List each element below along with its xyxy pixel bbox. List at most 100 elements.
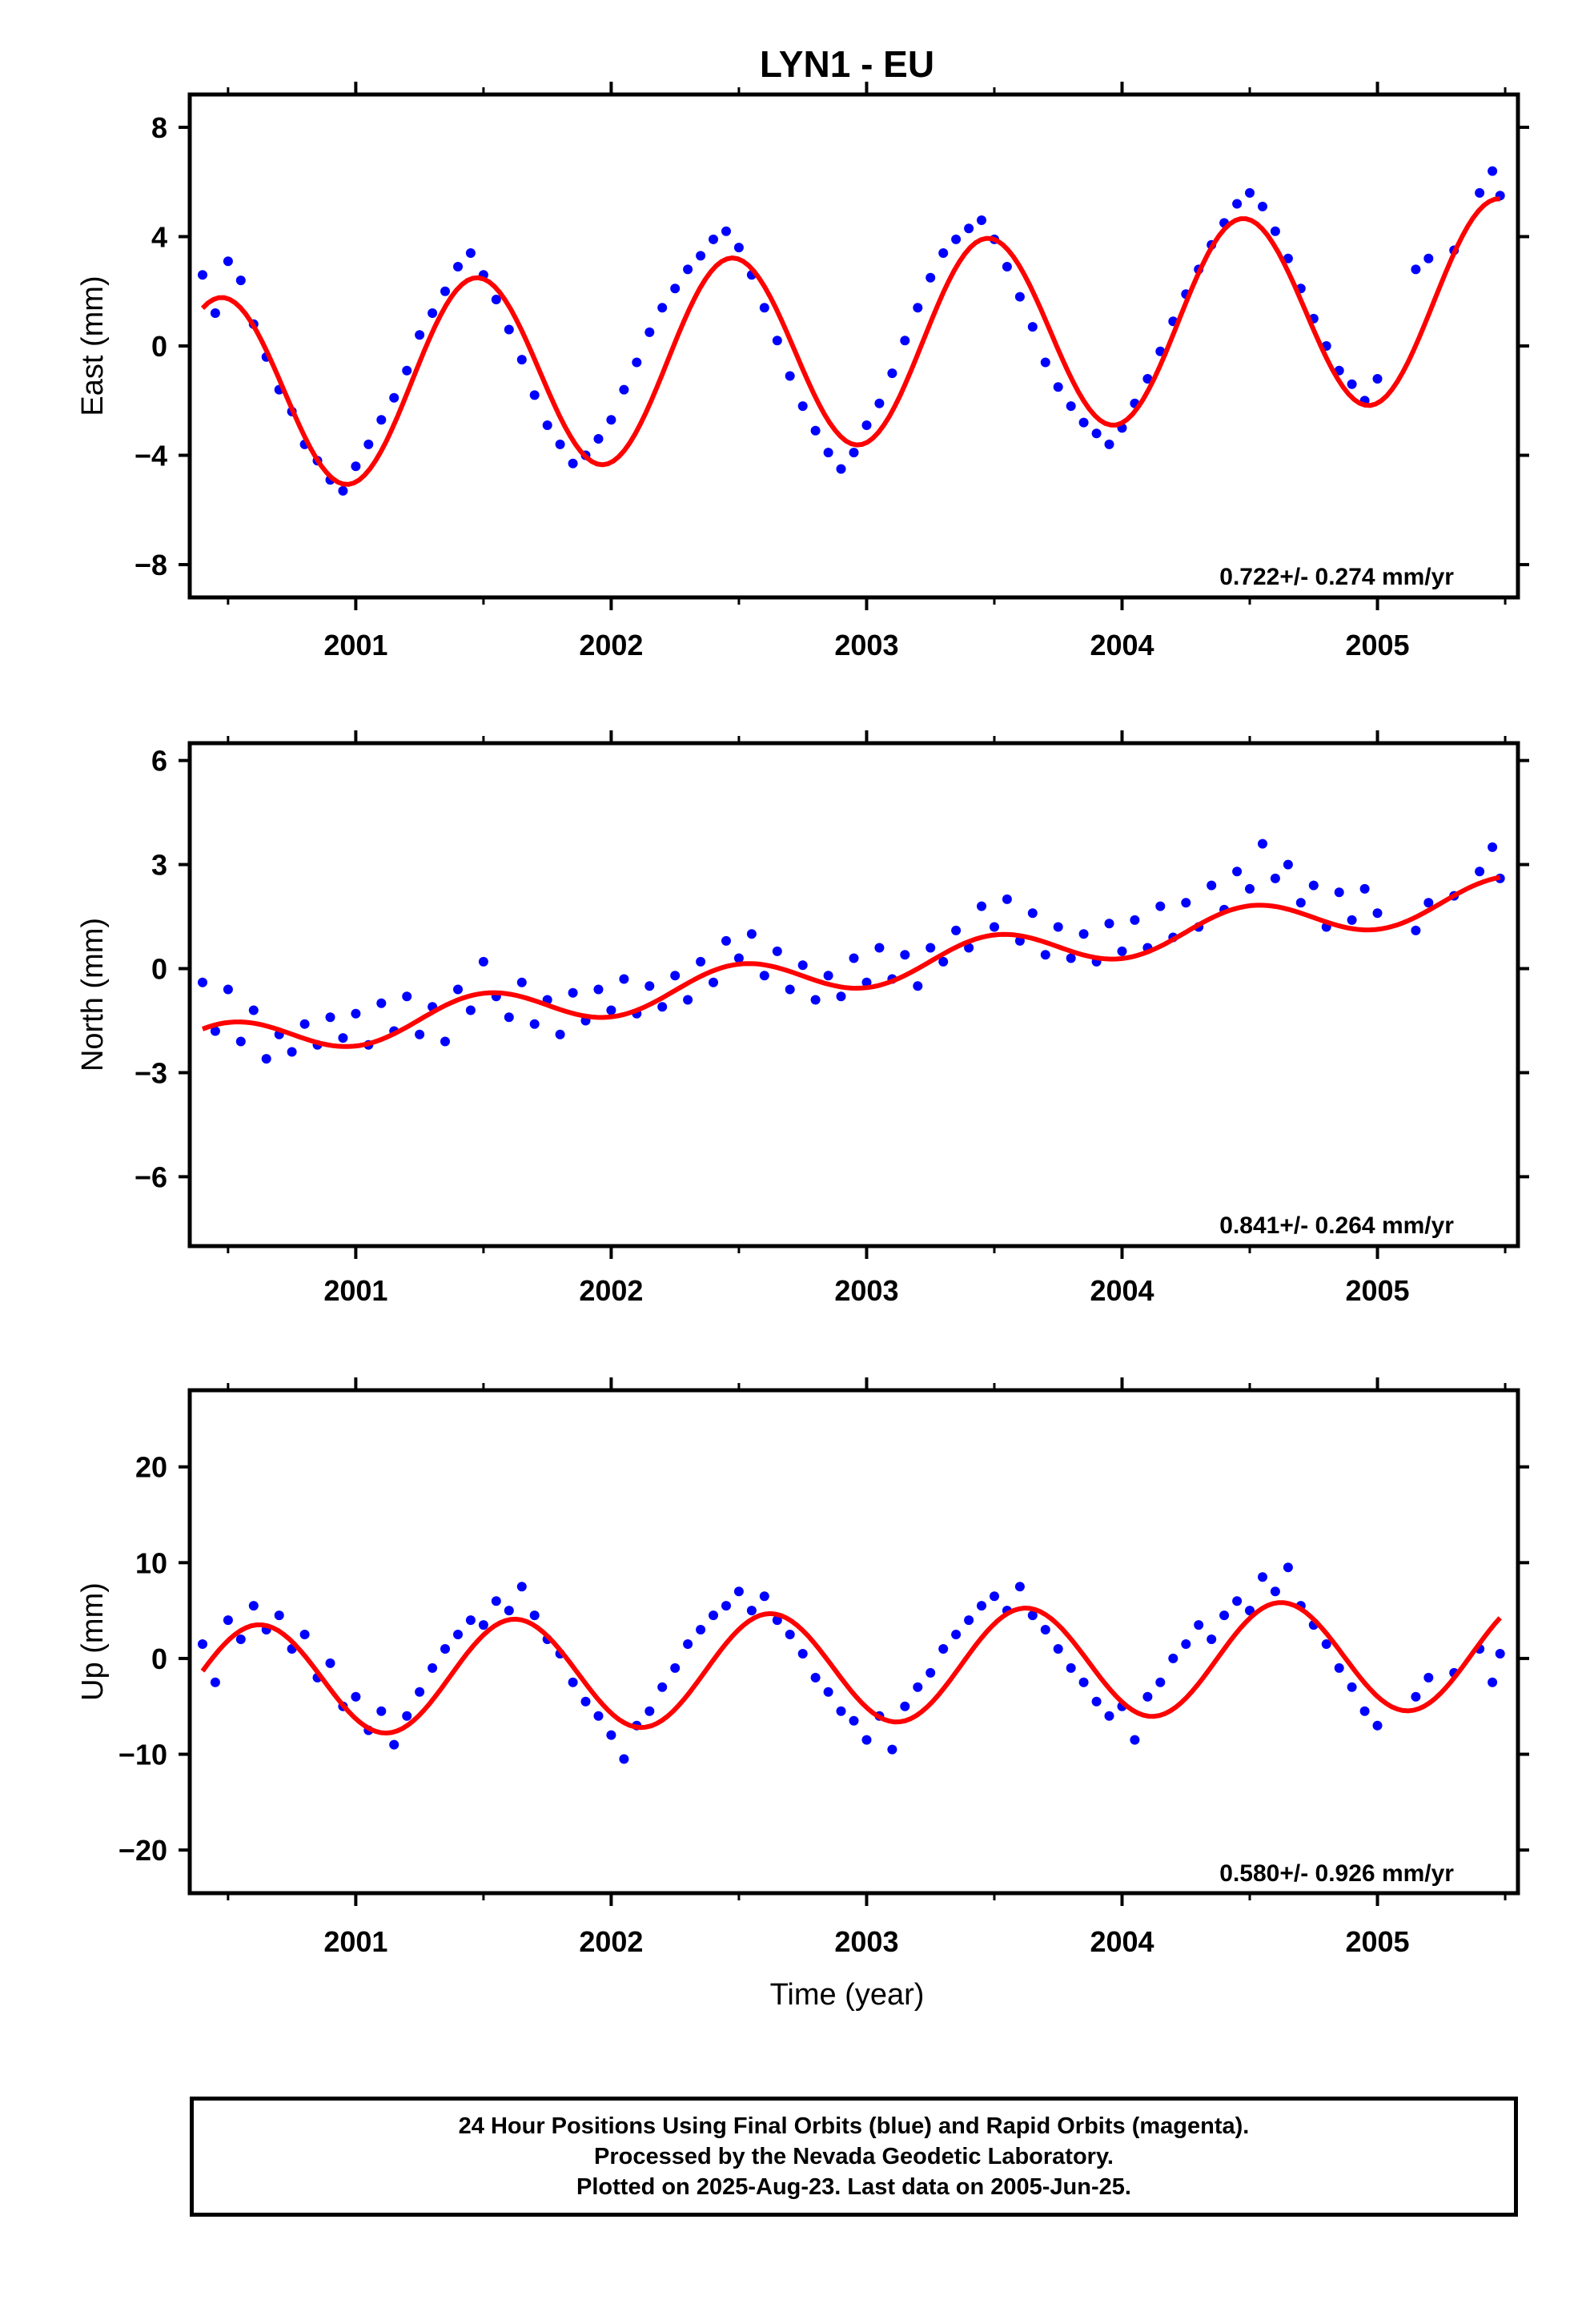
up-data-point: [1027, 1610, 1038, 1621]
north-data-point: [287, 1047, 297, 1057]
up-data-point: [759, 1591, 769, 1602]
up-data-point: [1053, 1644, 1063, 1654]
north-data-point: [670, 971, 681, 981]
east-x-tick-label: 2005: [1345, 629, 1409, 661]
east-data-point: [1053, 382, 1063, 392]
up-data-point: [248, 1601, 259, 1611]
east-data-point: [1423, 253, 1434, 263]
up-data-point: [478, 1620, 488, 1630]
up-x-tick-label: 2005: [1345, 1925, 1409, 1958]
north-data-point: [1155, 901, 1166, 911]
up-data-point: [913, 1682, 923, 1692]
caption-line-3: Plotted on 2025-Aug-23. Last data on 200…: [576, 2174, 1131, 2200]
north-data-point: [874, 943, 885, 953]
up-y-tick-label: 20: [135, 1451, 167, 1484]
north-data-point: [402, 991, 412, 1002]
up-data-point: [1321, 1639, 1331, 1649]
north-data-point: [210, 1026, 220, 1036]
north-data-point: [657, 1002, 668, 1012]
north-data-point: [913, 981, 923, 991]
north-data-point: [683, 995, 693, 1005]
east-data-point: [465, 248, 476, 258]
east-data-point: [657, 303, 668, 313]
north-x-tick-label: 2001: [323, 1274, 387, 1307]
north-data-point: [440, 1036, 450, 1047]
up-plot-frame: [187, 1388, 1520, 1896]
north-data-point: [516, 977, 527, 987]
north-data-point: [733, 953, 744, 963]
panel-north: −6 −3 0 3 6 2001 2002 2003 2004 2005 North (mm) 0.8…: [76, 730, 1529, 1307]
up-y-tick-label: 10: [135, 1546, 167, 1579]
north-data-point: [453, 984, 463, 995]
east-y-tick-label: −8: [135, 549, 167, 581]
east-y-tick-label: 8: [151, 111, 167, 144]
east-data-point: [223, 256, 233, 267]
up-data-point: [746, 1606, 757, 1616]
north-data-point: [619, 974, 629, 984]
north-data-point: [1053, 922, 1063, 932]
north-data-point: [555, 1029, 565, 1039]
north-data-point: [797, 960, 808, 971]
north-data-point: [721, 935, 731, 946]
east-data-point: [733, 243, 744, 253]
east-data-point: [772, 336, 782, 346]
north-y-tick-label: 0: [151, 953, 167, 986]
up-y-tick-label: 0: [151, 1642, 167, 1675]
east-x-tick-label: 2002: [579, 629, 643, 661]
east-data-point: [1002, 262, 1012, 271]
north-data-point: [1232, 866, 1243, 877]
north-data-point: [938, 956, 949, 967]
east-data-point: [1091, 428, 1102, 439]
up-data-point: [415, 1687, 425, 1697]
north-data-point: [1130, 915, 1140, 925]
east-data-point: [210, 308, 220, 318]
north-data-point: [198, 977, 207, 987]
north-data-point: [861, 977, 872, 987]
up-fit-curve: [200, 1600, 1502, 1736]
caption-line-1: 24 Hour Positions Using Final Orbits (bl…: [458, 2113, 1250, 2139]
up-data-point: [964, 1615, 974, 1626]
east-data-point: [759, 303, 769, 313]
up-data-point: [1142, 1691, 1153, 1702]
north-data-point: [223, 984, 233, 995]
north-data-point: [696, 956, 706, 967]
east-y-tick-label: −4: [135, 440, 167, 472]
east-data-point: [874, 398, 885, 408]
up-data-point: [785, 1630, 795, 1639]
north-data-point: [235, 1036, 246, 1047]
up-data-point: [1258, 1572, 1267, 1582]
east-data-point: [363, 439, 374, 449]
north-data-point: [1078, 929, 1089, 939]
up-data-point: [580, 1696, 591, 1707]
east-data-point: [977, 215, 986, 225]
up-data-point: [1334, 1663, 1344, 1673]
north-data-point: [1475, 866, 1485, 877]
north-data-point: [415, 1029, 425, 1039]
north-data-point: [1334, 887, 1344, 898]
up-data-point: [1207, 1634, 1217, 1644]
north-data-point: [759, 971, 769, 981]
east-data-point: [235, 275, 246, 286]
east-fit-curve: [200, 196, 1500, 487]
up-data-point: [274, 1610, 284, 1621]
east-data-point: [1411, 264, 1421, 275]
east-data-point: [1040, 357, 1050, 368]
panel-east: −8 −4 0 4 8 2001 2002 2003 2004 2005 East (mm) 0.72…: [76, 82, 1529, 661]
up-data-point: [1488, 1677, 1498, 1687]
up-data-point: [733, 1586, 744, 1597]
north-x-tick-label: 2005: [1345, 1274, 1409, 1307]
up-data-point: [1104, 1711, 1114, 1721]
east-x-tick-label: 2004: [1090, 629, 1154, 661]
north-data-point: [1295, 898, 1306, 908]
north-data-point: [1104, 919, 1114, 929]
north-points: [198, 838, 1505, 1064]
up-data-point: [1283, 1562, 1293, 1573]
north-data-point: [772, 946, 782, 956]
up-data-point: [491, 1596, 501, 1606]
up-data-point: [1219, 1610, 1230, 1621]
up-data-point: [1078, 1677, 1089, 1687]
up-data-point: [644, 1706, 655, 1716]
up-data-point: [619, 1754, 629, 1764]
up-x-tick-label: 2004: [1090, 1925, 1154, 1958]
north-data-point: [606, 1005, 616, 1015]
